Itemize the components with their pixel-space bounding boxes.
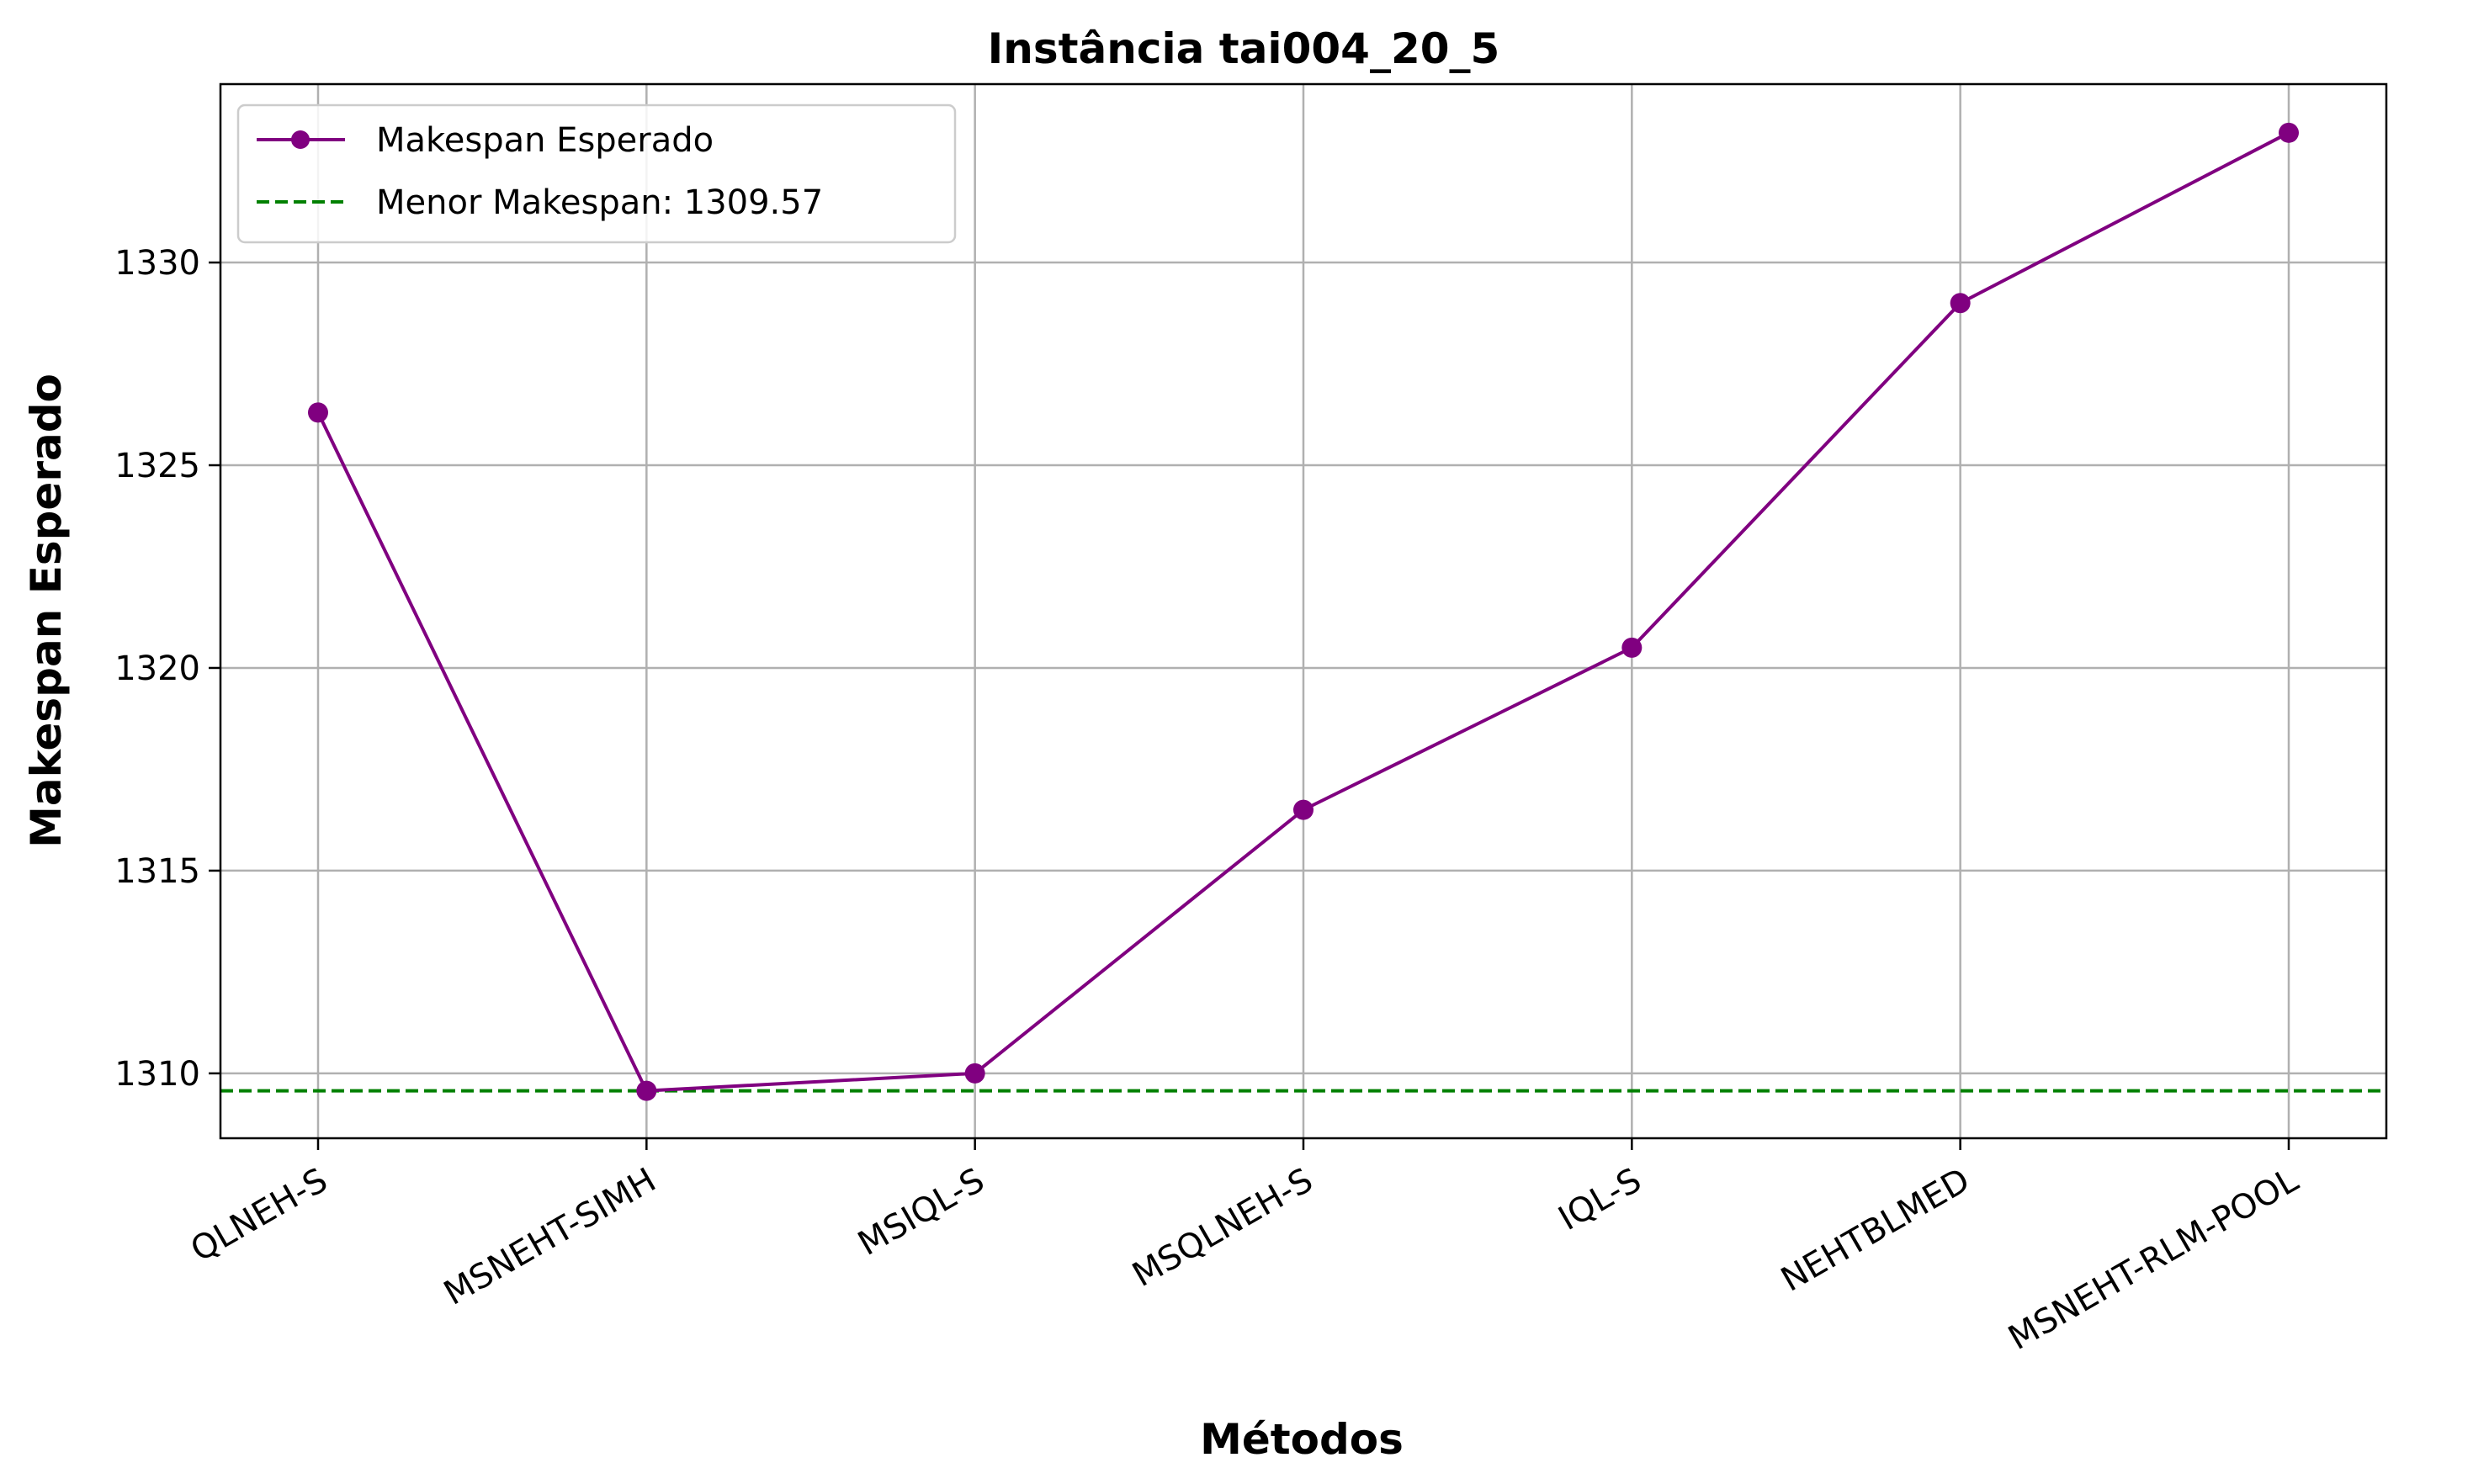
legend-box bbox=[236, 103, 957, 244]
y-tick-label: 1330 bbox=[114, 244, 200, 283]
x-axis-label: Métodos bbox=[1200, 1415, 1404, 1464]
legend-series-marker bbox=[291, 130, 310, 149]
data-point bbox=[1293, 799, 1313, 820]
data-point bbox=[1950, 293, 1971, 314]
data-point bbox=[964, 1063, 985, 1084]
y-tick-label: 1315 bbox=[114, 852, 200, 891]
y-axis-label: Makespan Esperado bbox=[22, 374, 71, 848]
legend-series-label: Makespan Esperado bbox=[376, 121, 714, 160]
legend-reference-label: Menor Makespan: 1309.57 bbox=[376, 183, 823, 222]
data-point bbox=[2279, 122, 2299, 143]
data-point bbox=[1621, 637, 1643, 658]
data-point bbox=[636, 1080, 657, 1101]
grid-lines bbox=[220, 84, 2386, 1138]
y-tick-label: 1320 bbox=[114, 649, 200, 688]
data-point bbox=[308, 402, 328, 423]
chart-title: Instância tai004_20_5 bbox=[988, 24, 1500, 73]
y-tick-label: 1325 bbox=[114, 447, 200, 485]
legend: Makespan Esperado Menor Makespan: 1309.5… bbox=[236, 103, 957, 244]
y-tick-label: 1310 bbox=[114, 1055, 200, 1094]
series-layer bbox=[308, 122, 2299, 1101]
